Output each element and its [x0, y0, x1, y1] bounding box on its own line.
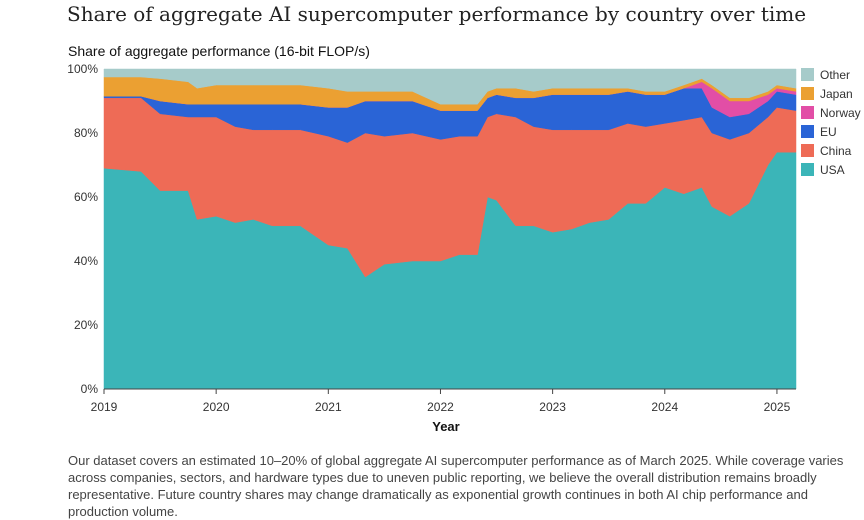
- legend-swatch: [801, 68, 814, 81]
- y-tick-label: 60%: [74, 190, 98, 204]
- legend-item-japan: Japan: [801, 87, 853, 101]
- x-tick-label: 2021: [315, 400, 342, 414]
- x-axis: 2019 2020 2021 2022 2023 2024 2025: [91, 388, 796, 414]
- y-tick-label: 0%: [81, 382, 99, 396]
- x-tick-label: 2019: [91, 400, 118, 414]
- legend-item-china: China: [801, 144, 852, 158]
- x-tick-label: 2022: [427, 400, 454, 414]
- legend-item-eu: EU: [801, 125, 837, 139]
- y-tick-label: 40%: [74, 254, 98, 268]
- y-tick-label: 20%: [74, 318, 98, 332]
- legend-swatch: [801, 125, 814, 138]
- legend: Other Japan Norway EU China USA: [801, 68, 861, 177]
- legend-label: USA: [820, 163, 845, 177]
- legend-label: Norway: [820, 106, 861, 120]
- legend-swatch: [801, 144, 814, 157]
- page-title: Share of aggregate AI supercomputer perf…: [67, 2, 807, 26]
- legend-swatch: [801, 163, 814, 176]
- legend-label: EU: [820, 125, 837, 139]
- legend-label: China: [820, 144, 852, 158]
- legend-label: Other: [820, 68, 850, 82]
- caption-text: Our dataset covers an estimated 10–20% o…: [68, 453, 844, 519]
- legend-label: Japan: [820, 87, 853, 101]
- x-tick-label: 2020: [203, 400, 230, 414]
- area-other: [103, 68, 797, 105]
- legend-swatch: [801, 106, 814, 119]
- x-tick-label: 2024: [651, 400, 678, 414]
- x-tick-label: 2023: [539, 400, 566, 414]
- y-tick-label: 80%: [74, 126, 98, 140]
- y-axis: 0% 20% 40% 60% 80% 100%: [67, 62, 98, 396]
- legend-item-usa: USA: [801, 163, 845, 177]
- chart-subtitle: Share of aggregate performance (16-bit F…: [68, 43, 370, 59]
- legend-swatch: [801, 87, 814, 100]
- legend-item-norway: Norway: [801, 106, 861, 120]
- legend-item-other: Other: [801, 68, 850, 82]
- y-tick-label: 100%: [67, 62, 98, 76]
- x-axis-label: Year: [432, 419, 459, 434]
- x-tick-label: 2025: [764, 400, 791, 414]
- area-series-group: [103, 68, 797, 390]
